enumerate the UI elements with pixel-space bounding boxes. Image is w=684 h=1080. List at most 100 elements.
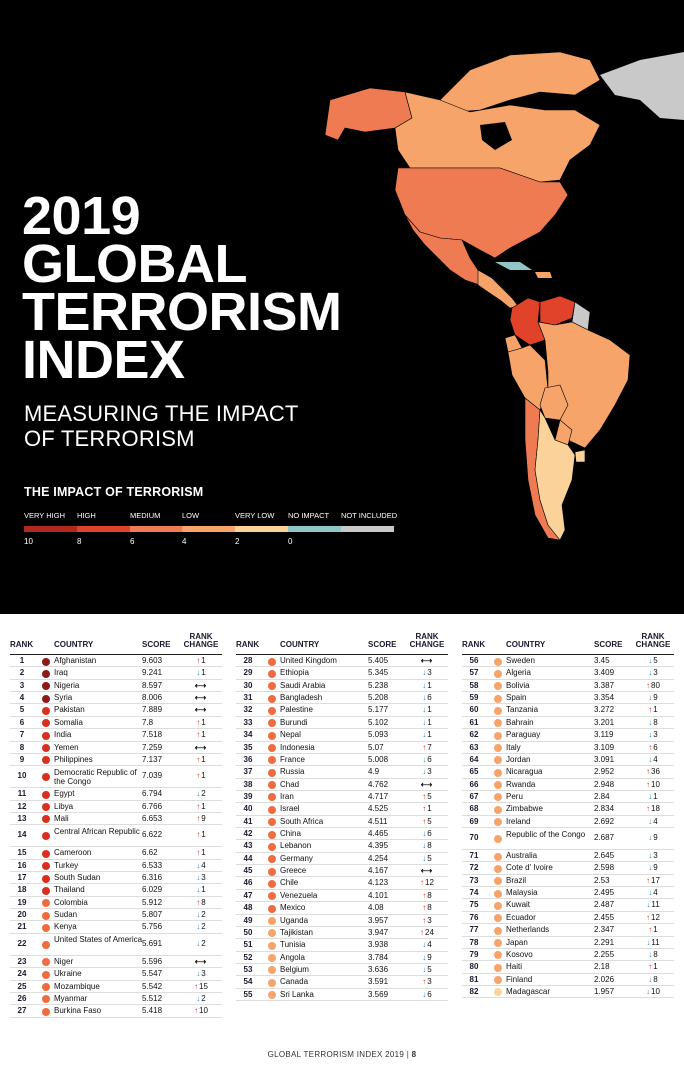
rank-cell: 61 — [469, 717, 479, 727]
rank-change-value: 3 — [427, 668, 432, 678]
rank-change-cell: ↓1 — [408, 680, 446, 692]
rank-change-value: 6 — [427, 829, 432, 839]
arrow-up-icon: ↑ — [646, 804, 651, 814]
table-row: 7 India 7.518 ↑1 — [10, 729, 222, 742]
rank-cell: 25 — [17, 981, 27, 991]
rank-change-value: 1 — [201, 885, 206, 895]
rank-cell: 45 — [243, 866, 253, 876]
country-cell: Afghanistan — [54, 656, 97, 665]
rank-change-value: 11 — [651, 900, 660, 910]
country-cell: Ukraine — [54, 969, 82, 979]
arrow-down-icon: ↓ — [648, 888, 653, 898]
arrow-down-icon: ↓ — [422, 730, 427, 740]
score-cell: 5.418 — [142, 1006, 163, 1016]
rank-change-cell: ↓4 — [182, 860, 220, 872]
table-row: 59 Spain 3.354 ↓9 — [462, 692, 674, 705]
rank-change-cell: ↑1 — [182, 771, 220, 780]
rank-change-value: 17 — [651, 875, 660, 885]
impact-dot-icon — [42, 911, 50, 920]
rank-change-value: 1 — [201, 801, 206, 811]
rank-change-cell: ↓1 — [182, 884, 220, 896]
country-cell: Algeria — [506, 668, 531, 678]
country-cell: India — [54, 730, 72, 740]
country-cell: Madagascar — [506, 986, 551, 996]
rank-change-value: 1 — [201, 830, 206, 840]
country-cell: Myanmar — [54, 993, 88, 1003]
country-cell: Finland — [506, 974, 533, 984]
table-row: 72 Cote d' Ivoire 2.598 ↓9 — [462, 862, 674, 875]
impact-dot-icon — [494, 988, 502, 997]
table-row: 66 Rwanda 2.948 ↑10 — [462, 779, 674, 791]
rank-cell: 38 — [243, 779, 253, 789]
country-cell: Rwanda — [506, 779, 536, 789]
score-cell: 3.354 — [594, 693, 615, 703]
arrow-up-icon: ↑ — [646, 680, 651, 690]
score-cell: 3.591 — [368, 977, 389, 987]
impact-dot-icon — [268, 731, 276, 740]
rank-change-cell: ↓3 — [182, 872, 220, 884]
score-cell: 4.167 — [368, 866, 389, 876]
impact-dot-icon — [42, 706, 50, 715]
table-row: 60 Tanzania 3.272 ↑1 — [462, 704, 674, 717]
table-row: 20 Sudan 5.807 ↓2 — [10, 909, 222, 922]
table-row: 74 Malaysia 2.495 ↓4 — [462, 887, 674, 900]
rank-change-value: 1 — [427, 717, 432, 727]
arrow-down-icon: ↓ — [196, 860, 201, 870]
country-cell: Mozambique — [54, 981, 100, 991]
arrow-up-icon: ↑ — [422, 915, 427, 925]
score-cell: 3.109 — [594, 742, 615, 752]
table-row: 24 Ukraine 5.547 ↓3 — [10, 968, 222, 981]
score-cell: 4.525 — [368, 804, 389, 814]
arrow-up-icon: ↑ — [194, 981, 199, 991]
map-hudson-bay — [480, 122, 512, 150]
rank-cell: 78 — [469, 937, 479, 947]
rank-change-value: 5 — [427, 816, 432, 826]
arrow-down-icon: ↓ — [648, 668, 653, 678]
country-cell: Palestine — [280, 705, 313, 715]
impact-dot-icon — [268, 867, 276, 876]
rank-change-cell: ↓6 — [408, 828, 446, 840]
score-cell: 6.029 — [142, 885, 163, 895]
country-cell: Germany — [280, 853, 313, 863]
rank-cell: 13 — [17, 813, 27, 823]
impact-dot-icon — [268, 744, 276, 753]
impact-dot-icon — [268, 879, 276, 888]
impact-dot-icon — [268, 682, 276, 691]
rank-cell: 71 — [469, 851, 479, 861]
rank-change-cell: ↓8 — [634, 974, 672, 986]
country-cell: Central African Republic — [54, 826, 140, 836]
rank-cell: 74 — [469, 888, 479, 898]
country-cell: Sudan — [54, 910, 78, 920]
arrow-up-icon: ↑ — [196, 656, 201, 665]
rank-change-cell: ⟷ — [182, 742, 220, 754]
rank-cell: 19 — [17, 897, 27, 907]
no-change-icon: ⟷ — [420, 656, 433, 665]
rank-cell: 59 — [469, 693, 479, 703]
rank-change-cell: ↑24 — [408, 927, 446, 939]
rank-cell: 73 — [469, 875, 479, 885]
impact-dot-icon — [494, 682, 502, 691]
impact-dot-icon — [42, 744, 50, 753]
impact-dot-icon — [42, 669, 50, 678]
arrow-down-icon: ↓ — [648, 949, 653, 959]
score-cell: 2.53 — [594, 875, 610, 885]
country-cell: Israel — [280, 804, 300, 814]
rank-change-cell: ↓8 — [634, 717, 672, 729]
table-row: 8 Yemen 7.259 ⟷ — [10, 742, 222, 754]
table-row: 42 China 4.465 ↓6 — [236, 828, 448, 841]
rank-change-value: 8 — [653, 974, 658, 984]
score-cell: 2.948 — [594, 779, 615, 789]
arrow-down-icon: ↓ — [422, 829, 427, 839]
table-row: 45 Greece 4.167 ⟷ — [236, 865, 448, 878]
rank-cell: 11 — [17, 789, 27, 799]
country-cell: Greece — [280, 866, 307, 876]
rank-cell: 80 — [469, 962, 479, 972]
impact-dot-icon — [494, 706, 502, 715]
rank-cell: 69 — [469, 816, 479, 826]
table-row: 52 Angola 3.784 ↓9 — [236, 952, 448, 964]
header-rank-change: RANK CHANGE — [634, 633, 672, 649]
rank-change-cell: ↓9 — [634, 692, 672, 704]
arrow-up-icon: ↑ — [646, 875, 651, 885]
footer-text: GLOBAL TERRORISM INDEX 2019 — [267, 1050, 405, 1059]
impact-dot-icon — [494, 926, 502, 935]
